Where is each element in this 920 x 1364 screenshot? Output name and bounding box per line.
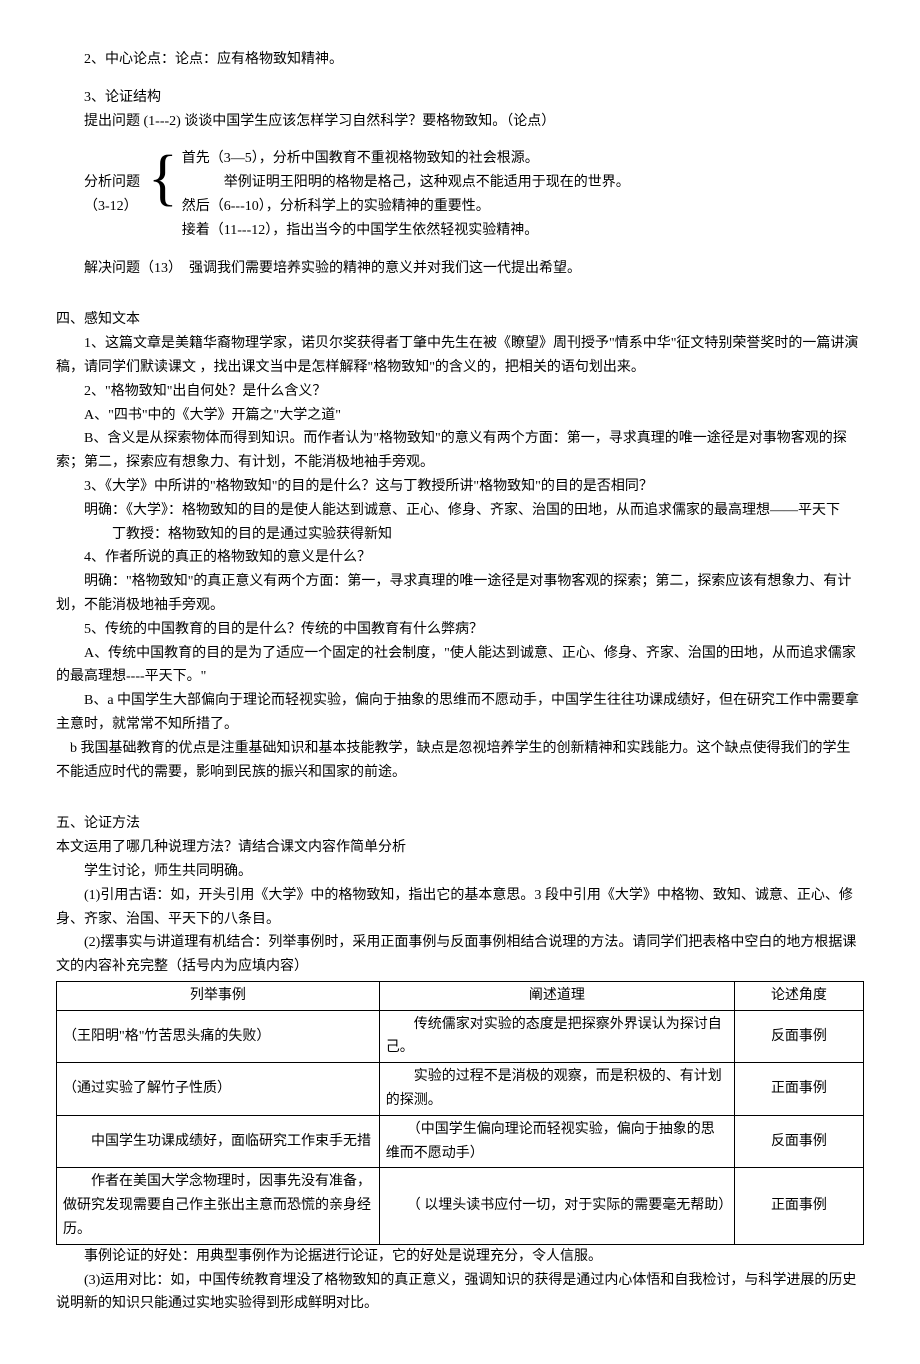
s4-p4: B、含义是从探索物体而得到知识。而作者认为"格物致知"的意义有两个方面：第一，寻… [56, 427, 864, 475]
tail-p1: 事例论证的好处：用典型事例作为论据进行论证，它的好处是说理充分，令人信服。 [56, 1245, 864, 1269]
s5-p3: (1)引用古语：如，开头引用《大学》中的格物致知，指出它的基本意思。3 段中引用… [56, 884, 864, 932]
cell-example: （通过实验了解竹子性质） [57, 1063, 380, 1116]
cell-example: 作者在美国大学念物理时，因事先没有准备，做研究发现需要自己作主张出主意而恐慌的亲… [57, 1168, 380, 1244]
cell-angle: 反面事例 [734, 1010, 863, 1063]
cell-reason: 实验的过程不是消极的观察，而是积极的、有计划的探测。 [379, 1063, 734, 1116]
s4-p8: 4、作者所说的真正的格物致知的意义是什么？ [56, 546, 864, 570]
cell-example: （王阳明"格"竹苦思头痛的失败） [57, 1010, 380, 1063]
cell-example: 中国学生功课成绩好，面临研究工作束手无措 [57, 1115, 380, 1168]
table-row: 中国学生功课成绩好，面临研究工作束手无措 （中国学生偏向理论而轻视实验，偏向于抽… [57, 1115, 864, 1168]
s4-p9: 明确："格物致知"的真正意义有两个方面：第一，寻求真理的唯一途径是对事物客观的探… [56, 570, 864, 618]
spacer [56, 784, 864, 798]
brace-line-1: 首先（3—5），分析中国教育不重视格物致知的社会根源。 [182, 147, 630, 171]
solve-question: 解决问题（13） 强调我们需要培养实验的精神的意义并对我们这一代提出希望。 [56, 257, 864, 281]
s4-p2: 2、"格物致知"出自何处？是什么含义？ [56, 380, 864, 404]
point-2: 2、中心论点：论点：应有格物致知精神。 [56, 48, 864, 72]
s4-p13: b 我国基础教育的优点是注重基础知识和基本技能教学，缺点是忽视培养学生的创新精神… [56, 737, 864, 785]
raise-question: 提出问题 (1---2) 谈谈中国学生应该怎样学习自然科学？要格物致知。（论点） [56, 110, 864, 134]
point-3: 3、论证结构 [56, 86, 864, 110]
section-4-heading: 四、感知文本 [56, 308, 864, 332]
cell-reason: （中国学生偏向理论而轻视实验，偏向于抽象的思维而不愿动手） [379, 1115, 734, 1168]
s4-p1: 1、这篇文章是美籍华裔物理学家，诺贝尔奖获得者丁肇中先生在被《瞭望》周刊授予"情… [56, 332, 864, 380]
s4-p11: A、传统中国教育的目的是为了适应一个固定的社会制度，"使人能达到诚意、正心、修身… [56, 642, 864, 690]
s4-p12: B、a 中国学生大部偏向于理论而轻视实验，偏向于抽象的思维而不愿动手，中国学生往… [56, 689, 864, 737]
table-header-row: 列举事例 阐述道理 论述角度 [57, 981, 864, 1010]
s4-p7: 丁教授：格物致知的目的是通过实验获得新知 [56, 523, 864, 547]
th-reasoning: 阐述道理 [379, 981, 734, 1010]
cell-reason: （ 以埋头读书应付一切，对于实际的需要毫无帮助） [379, 1168, 734, 1244]
brace-left-label: 分析问题 （3-12） [84, 147, 140, 242]
spacer [56, 243, 864, 257]
spacer [56, 72, 864, 86]
s4-p6: 明确：《大学》：格物致知的目的是使人能达到诚意、正心、修身、齐家、治国的田地，从… [56, 499, 864, 523]
tail-p2: (3)运用对比：如，中国传统教育埋没了格物致知的真正意义，强调知识的获得是通过内… [56, 1269, 864, 1317]
cell-reason: 传统儒家对实验的态度是把探察外界误认为探讨自己。 [379, 1010, 734, 1063]
table-row: （通过实验了解竹子性质） 实验的过程不是消极的观察，而是积极的、有计划的探测。 … [57, 1063, 864, 1116]
examples-table: 列举事例 阐述道理 论述角度 （王阳明"格"竹苦思头痛的失败） 传统儒家对实验的… [56, 981, 864, 1245]
analysis-brace-block: 分析问题 （3-12） { 首先（3—5），分析中国教育不重视格物致知的社会根源… [84, 147, 864, 242]
brace-label-2: （3-12） [84, 195, 140, 219]
spacer [56, 280, 864, 294]
cell-angle: 正面事例 [734, 1168, 863, 1244]
cell-angle: 正面事例 [734, 1063, 863, 1116]
brace-line-3: 然后（6---10），分析科学上的实验精神的重要性。 [182, 195, 630, 219]
left-brace-icon: { [148, 147, 178, 242]
s4-p10: 5、传统的中国教育的目的是什么？传统的中国教育有什么弊病？ [56, 618, 864, 642]
brace-line-2: 举例证明王阳明的格物是格己，这种观点不能适用于现在的世界。 [182, 171, 630, 195]
section-5-heading: 五、论证方法 [56, 812, 864, 836]
s4-p5: 3、《大学》中所讲的"格物致知"的目的是什么？这与丁教授所讲"格物致知"的目的是… [56, 475, 864, 499]
s5-p2: 学生讨论，师生共同明确。 [56, 860, 864, 884]
brace-right-content: 首先（3—5），分析中国教育不重视格物致知的社会根源。 举例证明王阳明的格物是格… [182, 147, 630, 242]
table-row: 作者在美国大学念物理时，因事先没有准备，做研究发现需要自己作主张出主意而恐慌的亲… [57, 1168, 864, 1244]
th-examples: 列举事例 [57, 981, 380, 1010]
s4-p3: A、"四书"中的《大学》开篇之"大学之道" [56, 404, 864, 428]
table-row: （王阳明"格"竹苦思头痛的失败） 传统儒家对实验的态度是把探察外界误认为探讨自己… [57, 1010, 864, 1063]
s5-p1: 本文运用了哪几种说理方法？请结合课文内容作简单分析 [56, 836, 864, 860]
brace-label-1: 分析问题 [84, 171, 140, 195]
s5-p4: (2)摆事实与讲道理有机结合：列举事例时，采用正面事例与反面事例相结合说理的方法… [56, 931, 864, 979]
th-angle: 论述角度 [734, 981, 863, 1010]
brace-line-4: 接着（11---12），指出当今的中国学生依然轻视实验精神。 [182, 219, 630, 243]
cell-angle: 反面事例 [734, 1115, 863, 1168]
